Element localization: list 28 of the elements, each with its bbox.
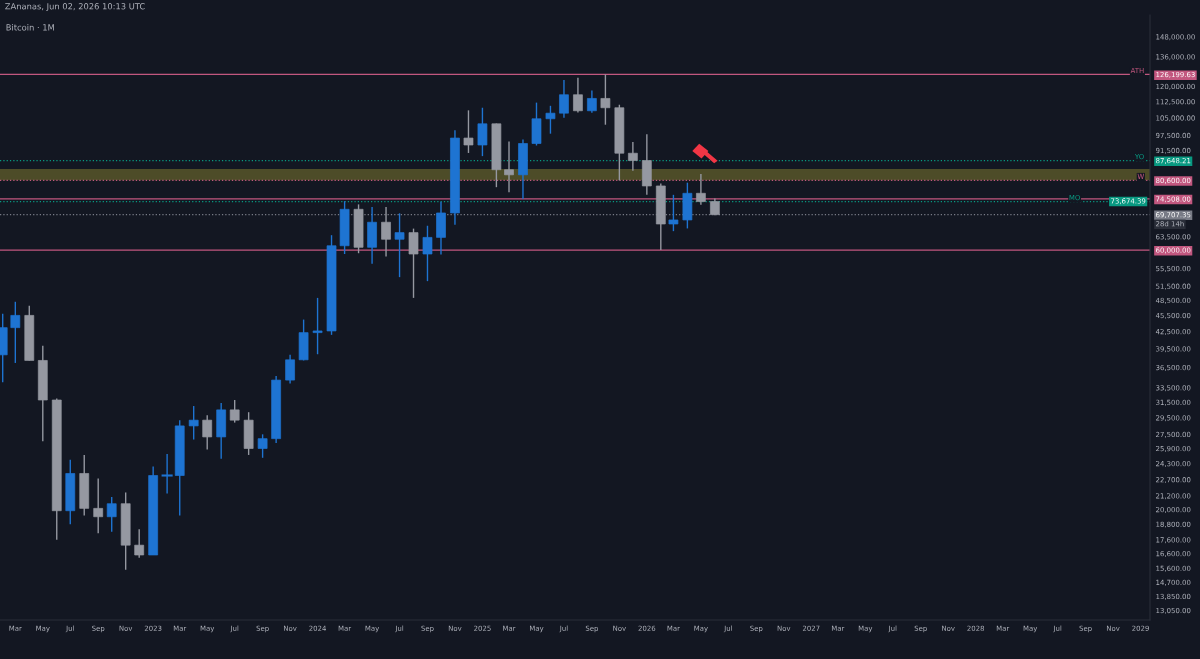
candlestick — [408, 227, 419, 299]
candlestick — [600, 73, 611, 126]
candlestick — [422, 225, 433, 282]
candlestick — [668, 194, 679, 232]
candlestick — [573, 76, 583, 114]
candlestick — [312, 297, 323, 355]
candlestick — [696, 173, 706, 206]
text: Bitcoin · 1M — [6, 24, 54, 31]
candlestick — [477, 107, 488, 157]
candlestick — [134, 528, 145, 559]
candlestick — [106, 496, 117, 533]
candlestick — [93, 477, 104, 534]
candlestick — [202, 414, 213, 451]
candlestick — [628, 141, 638, 172]
candlestick — [381, 206, 391, 258]
text: ZAnanas, Jun 02, 2026 10:13 UTC — [5, 3, 145, 11]
candlestick — [545, 105, 556, 135]
candlestick — [559, 79, 569, 119]
candlestick — [161, 453, 173, 495]
candlestick — [285, 354, 295, 385]
candlestick — [188, 405, 199, 441]
candlestick — [504, 140, 514, 194]
candlestick — [257, 433, 268, 459]
candlestick — [394, 212, 405, 278]
candlestick — [10, 301, 21, 364]
candlestick — [587, 89, 597, 114]
candlestick — [463, 109, 474, 154]
candlestick — [229, 399, 240, 424]
